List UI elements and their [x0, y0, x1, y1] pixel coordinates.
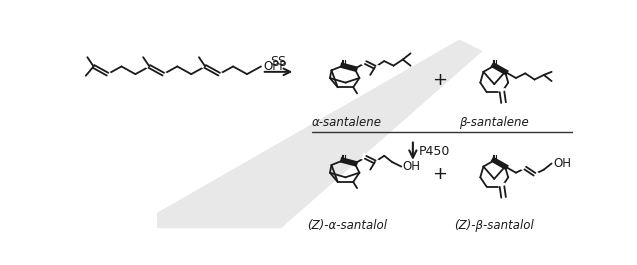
Text: OH: OH	[553, 157, 571, 170]
Text: β-santalene: β-santalene	[459, 116, 529, 129]
Text: α-santalene: α-santalene	[312, 116, 382, 129]
Text: OPP: OPP	[263, 60, 287, 73]
Text: +: +	[433, 165, 448, 183]
Text: (Z)-α-santalol: (Z)-α-santalol	[307, 219, 387, 232]
Text: OH: OH	[403, 160, 421, 173]
Text: P450: P450	[419, 145, 450, 158]
Text: (Z)-β-santalol: (Z)-β-santalol	[454, 219, 534, 232]
Text: SS: SS	[270, 55, 286, 68]
Text: +: +	[433, 70, 448, 89]
Polygon shape	[157, 39, 483, 228]
